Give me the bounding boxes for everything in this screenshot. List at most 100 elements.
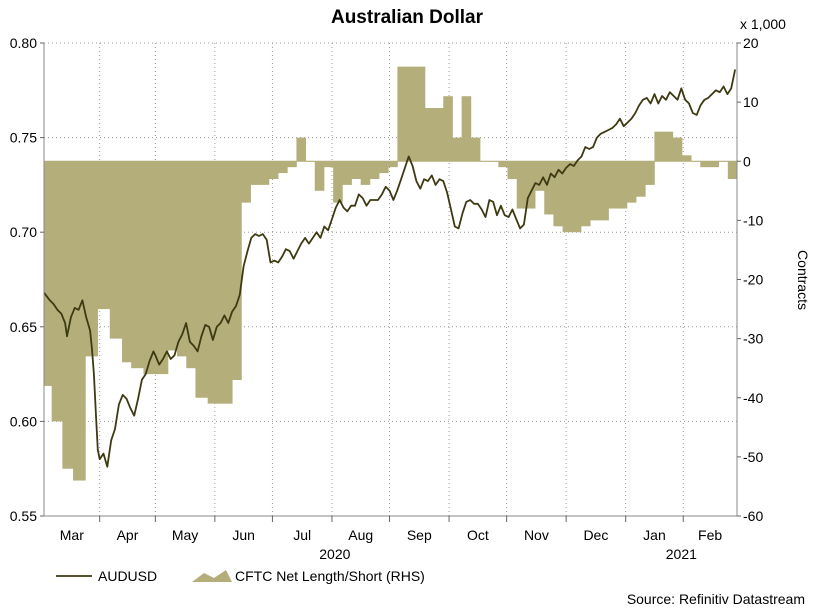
right-axis-multiplier: x 1,000 bbox=[740, 16, 786, 32]
cftc-bar bbox=[97, 161, 111, 310]
cftc-bar bbox=[388, 161, 398, 168]
cftc-bar bbox=[681, 155, 692, 162]
cftc-bar bbox=[525, 161, 536, 209]
cftc-bar bbox=[314, 161, 325, 191]
right-tick-label: -40 bbox=[743, 390, 763, 406]
cftc-bar bbox=[379, 161, 389, 174]
left-tick-label: 0.60 bbox=[10, 413, 37, 429]
legend: AUDUSD CFTC Net Length/Short (RHS) bbox=[56, 568, 425, 584]
cftc-bar bbox=[562, 161, 573, 233]
cftc-bar bbox=[333, 161, 343, 203]
left-tick-label: 0.80 bbox=[10, 35, 37, 51]
cftc-bar bbox=[259, 161, 270, 185]
x-tick-label: May bbox=[172, 527, 198, 543]
cftc-bar bbox=[470, 137, 481, 162]
cftc-bar bbox=[323, 161, 334, 168]
cftc-bar bbox=[232, 161, 242, 381]
cftc-bar bbox=[167, 161, 178, 351]
cftc-bar bbox=[268, 161, 279, 179]
x-tick-label: Mar bbox=[60, 527, 84, 543]
cftc-bar bbox=[143, 161, 157, 375]
cftc-bar bbox=[415, 66, 426, 162]
cftc-bar bbox=[434, 108, 444, 162]
cftc-bar bbox=[351, 161, 362, 179]
cftc-bar bbox=[498, 161, 508, 168]
cftc-bar bbox=[177, 161, 187, 357]
year-label-2020: 2020 bbox=[319, 546, 350, 562]
cftc-bar bbox=[278, 161, 288, 174]
cftc-bar bbox=[250, 161, 261, 185]
right-tick-label: -50 bbox=[743, 449, 763, 465]
x-tick-label: Jul bbox=[293, 527, 311, 543]
cftc-bar bbox=[626, 161, 637, 203]
cftc-bar bbox=[461, 96, 472, 162]
cftc-bar bbox=[544, 161, 554, 215]
cftc-bar bbox=[73, 161, 86, 481]
cftc-bar bbox=[709, 161, 720, 168]
cftc-bar bbox=[241, 161, 251, 203]
x-tick-label: Jun bbox=[232, 527, 255, 543]
cftc-bar bbox=[507, 161, 518, 179]
cftc-bar bbox=[672, 137, 683, 162]
cftc-bar bbox=[654, 131, 664, 162]
cftc-bar bbox=[287, 161, 297, 168]
right-axis-ticks: 20 10 0 -10 -20 -30 -40 -50 -60 bbox=[737, 35, 763, 524]
cftc-bar bbox=[535, 161, 545, 191]
x-tick-label: Feb bbox=[698, 527, 722, 543]
left-tick-label: 0.65 bbox=[10, 319, 37, 335]
legend-audusd: AUDUSD bbox=[98, 568, 157, 584]
right-tick-label: -60 bbox=[743, 508, 763, 524]
left-axis-ticks: 0.80 0.75 0.70 0.65 0.60 0.55 bbox=[10, 35, 44, 524]
right-tick-label: -30 bbox=[743, 331, 763, 347]
cftc-series bbox=[44, 66, 738, 481]
right-tick-label: -20 bbox=[743, 272, 763, 288]
cftc-bar bbox=[186, 161, 196, 369]
cftc-bar bbox=[342, 161, 352, 185]
right-tick-label: -10 bbox=[743, 212, 763, 228]
cftc-bar bbox=[580, 161, 591, 227]
cftc-bar bbox=[51, 161, 63, 422]
cftc-bar bbox=[219, 161, 233, 404]
right-tick-label: 0 bbox=[743, 153, 751, 169]
cftc-bar bbox=[296, 137, 306, 162]
x-tick-label: Dec bbox=[583, 527, 608, 543]
right-axis-label: Contracts bbox=[795, 250, 811, 310]
x-tick-label: Oct bbox=[467, 527, 489, 543]
cftc-bar bbox=[443, 96, 453, 162]
cftc-bar bbox=[195, 161, 209, 398]
cftc-bar bbox=[155, 161, 169, 375]
cftc-bar bbox=[727, 161, 738, 179]
cftc-bar bbox=[122, 161, 132, 363]
cftc-bar bbox=[553, 161, 564, 227]
legend-cftc: CFTC Net Length/Short (RHS) bbox=[235, 568, 425, 584]
chart-title: Australian Dollar bbox=[331, 7, 484, 28]
x-tick-label: Aug bbox=[348, 527, 373, 543]
cftc-bar bbox=[571, 161, 582, 233]
cftc-bar bbox=[406, 66, 417, 162]
cftc-bar bbox=[590, 161, 600, 221]
cftc-bar bbox=[608, 161, 619, 209]
x-axis-ticks: Mar Apr May Jun Jul Aug Sep Oct Nov Dec Jan Feb 2020… bbox=[60, 516, 722, 562]
source-note: Source: Refinitiv Datastream bbox=[627, 591, 805, 607]
year-label-2021: 2021 bbox=[666, 546, 697, 562]
x-tick-label: Jan bbox=[643, 527, 666, 543]
cftc-bar bbox=[109, 161, 123, 339]
cftc-bar bbox=[360, 161, 371, 185]
cftc-bar bbox=[636, 161, 646, 197]
left-tick-label: 0.70 bbox=[10, 224, 37, 240]
right-tick-label: 20 bbox=[743, 35, 759, 51]
right-tick-label: 10 bbox=[743, 94, 759, 110]
cftc-bar bbox=[599, 161, 609, 221]
cftc-bar bbox=[424, 108, 435, 162]
cftc-bar bbox=[85, 161, 98, 357]
x-tick-label: Nov bbox=[524, 527, 549, 543]
cftc-bar bbox=[369, 161, 380, 179]
cftc-bar bbox=[700, 161, 710, 168]
audusd-line bbox=[43, 69, 736, 468]
left-tick-label: 0.55 bbox=[10, 508, 37, 524]
cftc-bar bbox=[44, 161, 53, 386]
cftc-bar bbox=[207, 161, 221, 404]
cftc-bar bbox=[62, 161, 74, 469]
cftc-bar bbox=[516, 161, 527, 209]
